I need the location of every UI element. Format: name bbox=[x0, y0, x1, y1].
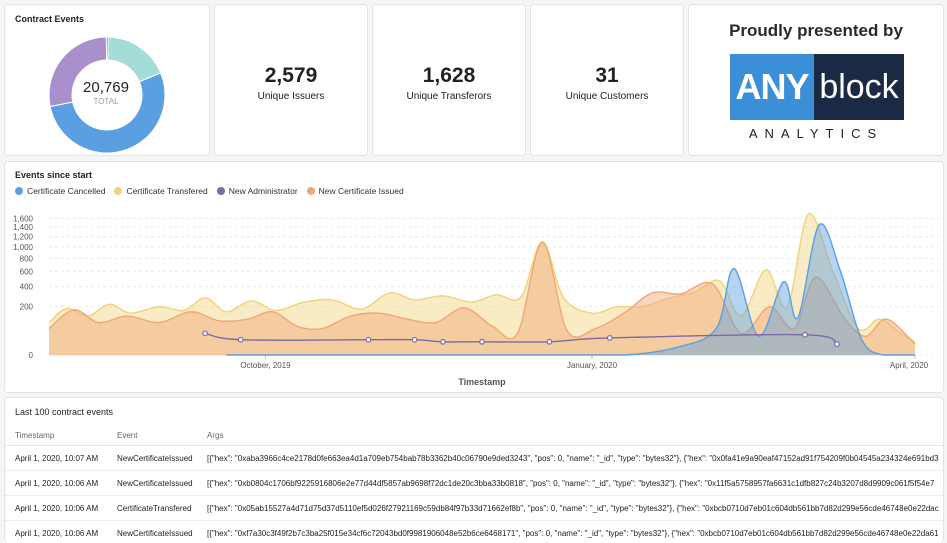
cell-timestamp: April 1, 2020, 10:06 AM bbox=[5, 495, 107, 521]
column-header-event[interactable]: Event bbox=[107, 424, 197, 446]
x-tick-label: January, 2020 bbox=[567, 361, 618, 370]
legend-dot-icon bbox=[216, 187, 225, 195]
table-title: Last 100 contract events bbox=[15, 407, 114, 417]
series-area-new-certificate-issued[interactable] bbox=[49, 242, 915, 355]
legend-item-certificate-transfered[interactable]: Certificate Transfered bbox=[114, 186, 208, 196]
sponsor-card: Proudly presented by ANY block ANALYTICS bbox=[688, 4, 944, 156]
kpi-value: 2,579 bbox=[264, 64, 318, 87]
kpi-label: Unique Customers bbox=[565, 91, 649, 102]
y-tick-label: 1,400 bbox=[13, 223, 34, 232]
legend-dot-icon bbox=[114, 187, 123, 195]
series-line-new-administrator[interactable] bbox=[205, 332, 838, 345]
kpi-card-issuers: 2,579 Unique Issuers bbox=[214, 4, 368, 156]
data-point[interactable] bbox=[440, 338, 446, 345]
data-point[interactable] bbox=[237, 336, 244, 343]
series-area-certificate-transfered[interactable] bbox=[49, 213, 915, 355]
x-axis-title: Timestamp bbox=[458, 377, 506, 387]
y-tick-label: 0 bbox=[29, 351, 34, 360]
cell-timestamp: April 1, 2020, 10:06 AM bbox=[5, 520, 107, 543]
data-point[interactable] bbox=[546, 338, 553, 345]
series-line-certificate-cancelled[interactable] bbox=[226, 223, 915, 356]
data-point[interactable] bbox=[802, 331, 808, 338]
y-tick-label: 600 bbox=[20, 267, 34, 276]
chart-legend: Certificate Cancelled Certificate Transf… bbox=[15, 186, 404, 196]
sponsor-title: Proudly presented by bbox=[729, 21, 903, 40]
data-point[interactable] bbox=[606, 335, 613, 341]
data-point[interactable] bbox=[834, 341, 840, 348]
table-row[interactable]: April 1, 2020, 10:06 AM NewCertificateIs… bbox=[5, 520, 943, 543]
data-point[interactable] bbox=[202, 330, 209, 337]
cell-event: NewCertificateIssued bbox=[107, 470, 197, 496]
data-point[interactable] bbox=[411, 336, 418, 343]
kpi-value: 31 bbox=[595, 64, 619, 87]
legend-label: New Certificate Issued bbox=[318, 186, 404, 196]
cell-timestamp: April 1, 2020, 10:07 AM bbox=[5, 445, 107, 471]
legend-dot-icon bbox=[306, 187, 315, 195]
kpi-label: Unique Transferors bbox=[406, 91, 492, 102]
anyblock-logo[interactable]: ANY block bbox=[730, 54, 904, 120]
cell-event: NewCertificateIssued bbox=[107, 445, 197, 471]
events-chart-title: Events since start bbox=[15, 170, 93, 180]
cell-event: NewCertificateIssued bbox=[107, 520, 197, 543]
table-header-row: Timestamp Event Args bbox=[5, 424, 943, 446]
kpi-card-customers: 31 Unique Customers bbox=[530, 4, 684, 156]
series-area-certificate-cancelled[interactable] bbox=[226, 223, 916, 355]
kpi-value: 1,628 bbox=[422, 64, 476, 87]
table-row[interactable]: April 1, 2020, 10:07 AM NewCertificateIs… bbox=[5, 445, 943, 471]
x-tick-label: October, 2019 bbox=[240, 361, 291, 370]
series-line-certificate-transfered[interactable] bbox=[48, 213, 916, 343]
contract-events-card: Contract Events 20,769 TOTAL bbox=[4, 4, 210, 156]
donut-segment-certificate-transfered[interactable] bbox=[105, 36, 109, 61]
data-point[interactable] bbox=[479, 338, 485, 345]
y-tick-label: 1,600 bbox=[13, 214, 34, 223]
table-row[interactable]: April 1, 2020, 10:06 AM NewCertificateIs… bbox=[5, 470, 943, 496]
logo-any-text: ANY bbox=[730, 54, 814, 120]
data-point[interactable] bbox=[365, 336, 372, 343]
cell-args: [{"hex": "0xf7a30c3f49f2b7c3ba25f015e34c… bbox=[197, 520, 943, 543]
contract-events-table: Timestamp Event Args April 1, 2020, 10:0… bbox=[5, 424, 943, 543]
x-tick-label: April, 2020 bbox=[890, 361, 929, 370]
cell-args: [{"hex": "0x05ab15527a4d71d75d37d5110ef5… bbox=[197, 495, 943, 521]
contract-events-table-card: Last 100 contract events Timestamp Event… bbox=[4, 397, 944, 543]
table-row[interactable]: April 1, 2020, 10:06 AM CertificateTrans… bbox=[5, 495, 943, 521]
y-tick-label: 1,000 bbox=[13, 243, 34, 252]
y-tick-label: 1,200 bbox=[13, 233, 34, 242]
legend-item-new-administrator[interactable]: New Administrator bbox=[216, 186, 298, 196]
cell-args: [{"hex": "0xaba3966c4ce2178d0fe663ea4d1a… bbox=[197, 445, 943, 471]
y-tick-label: 400 bbox=[20, 283, 34, 292]
donut-segment-certificate-cancelled[interactable] bbox=[49, 72, 166, 154]
events-chart-card: Events since start Certificate Cancelled… bbox=[4, 161, 944, 393]
kpi-label: Unique Issuers bbox=[257, 91, 325, 102]
series-line-new-certificate-issued[interactable] bbox=[48, 241, 916, 345]
contract-events-donut[interactable] bbox=[5, 5, 211, 157]
column-header-args[interactable]: Args bbox=[197, 424, 943, 446]
contract-events-title: Contract Events bbox=[15, 14, 85, 24]
donut-total-value: 20,769 bbox=[83, 79, 129, 96]
donut-segment-new-certificate-issued[interactable] bbox=[107, 36, 162, 83]
cell-args: [{"hex": "0xb0804c1706bf9225916806e2e77d… bbox=[197, 470, 943, 496]
legend-dot-icon bbox=[15, 187, 23, 195]
y-tick-label: 800 bbox=[20, 254, 34, 263]
cell-timestamp: April 1, 2020, 10:06 AM bbox=[5, 470, 107, 496]
column-header-timestamp[interactable]: Timestamp bbox=[5, 424, 107, 446]
kpi-card-transferors: 1,628 Unique Transferors bbox=[372, 4, 526, 156]
legend-label: Certificate Transfered bbox=[126, 186, 208, 196]
logo-analytics-text: ANALYTICS bbox=[748, 126, 884, 141]
legend-item-new-certificate-issued[interactable]: New Certificate Issued bbox=[306, 186, 404, 196]
logo-block-text: block bbox=[814, 54, 904, 120]
legend-item-certificate-cancelled[interactable]: Certificate Cancelled bbox=[15, 186, 105, 196]
legend-label: Certificate Cancelled bbox=[27, 186, 106, 196]
donut-total-label: TOTAL bbox=[93, 97, 119, 106]
cell-event: CertificateTransfered bbox=[107, 495, 197, 521]
legend-label: New Administrator bbox=[228, 186, 298, 196]
y-tick-label: 200 bbox=[20, 303, 34, 312]
